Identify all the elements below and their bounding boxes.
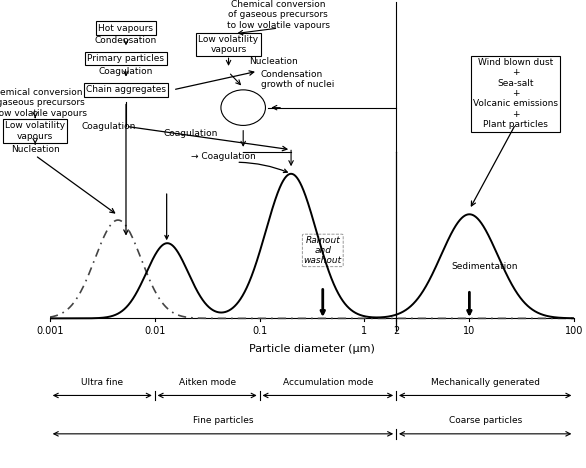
Text: Low volatility
vapours: Low volatility vapours: [199, 35, 258, 54]
Text: Coagulation: Coagulation: [163, 129, 218, 138]
Text: 0.1: 0.1: [252, 326, 267, 336]
Text: Ultra fine: Ultra fine: [81, 378, 123, 387]
Text: Coagulation: Coagulation: [99, 67, 153, 76]
Text: Condensation: Condensation: [95, 37, 157, 45]
Text: Chemical conversion
of gaseous precursors
to low volatile vapours: Chemical conversion of gaseous precursor…: [227, 0, 330, 30]
Text: Rainout
and
washout: Rainout and washout: [304, 235, 342, 265]
Text: → Coagulation: → Coagulation: [191, 152, 255, 161]
Text: Wind blown dust
+
Sea-salt
+
Volcanic emissions
+
Plant particles: Wind blown dust + Sea-salt + Volcanic em…: [473, 58, 558, 129]
Text: Droplets: Droplets: [224, 103, 263, 112]
Text: Coarse particles: Coarse particles: [448, 417, 522, 425]
Text: Chemical conversion
of gaseous precursors
to low volatile vapours: Chemical conversion of gaseous precursor…: [0, 88, 87, 118]
Text: Sedimentation: Sedimentation: [451, 262, 518, 271]
Text: Primary particles: Primary particles: [87, 54, 165, 63]
Text: Hot vapours: Hot vapours: [98, 23, 154, 33]
Text: Particle diameter (μm): Particle diameter (μm): [249, 344, 375, 354]
Text: Aitken mode: Aitken mode: [179, 378, 236, 387]
Text: Coagulation: Coagulation: [81, 122, 135, 131]
Text: 0.001: 0.001: [36, 326, 63, 336]
Text: Accumulation mode: Accumulation mode: [282, 378, 373, 387]
Text: 1: 1: [362, 326, 367, 336]
Text: Mechanically generated: Mechanically generated: [431, 378, 540, 387]
Text: 10: 10: [464, 326, 475, 336]
Text: Condensation
growth of nuclei: Condensation growth of nuclei: [261, 70, 334, 89]
Text: Nucleation: Nucleation: [11, 145, 60, 154]
Text: 0.01: 0.01: [144, 326, 165, 336]
Text: Nucleation: Nucleation: [249, 57, 298, 66]
Text: 2: 2: [393, 326, 399, 336]
Text: Chain aggregates: Chain aggregates: [86, 85, 166, 95]
Text: Low volatility
vapours: Low volatility vapours: [5, 121, 65, 141]
Text: 100: 100: [565, 326, 584, 336]
Circle shape: [221, 90, 265, 125]
Text: Fine particles: Fine particles: [193, 417, 253, 425]
